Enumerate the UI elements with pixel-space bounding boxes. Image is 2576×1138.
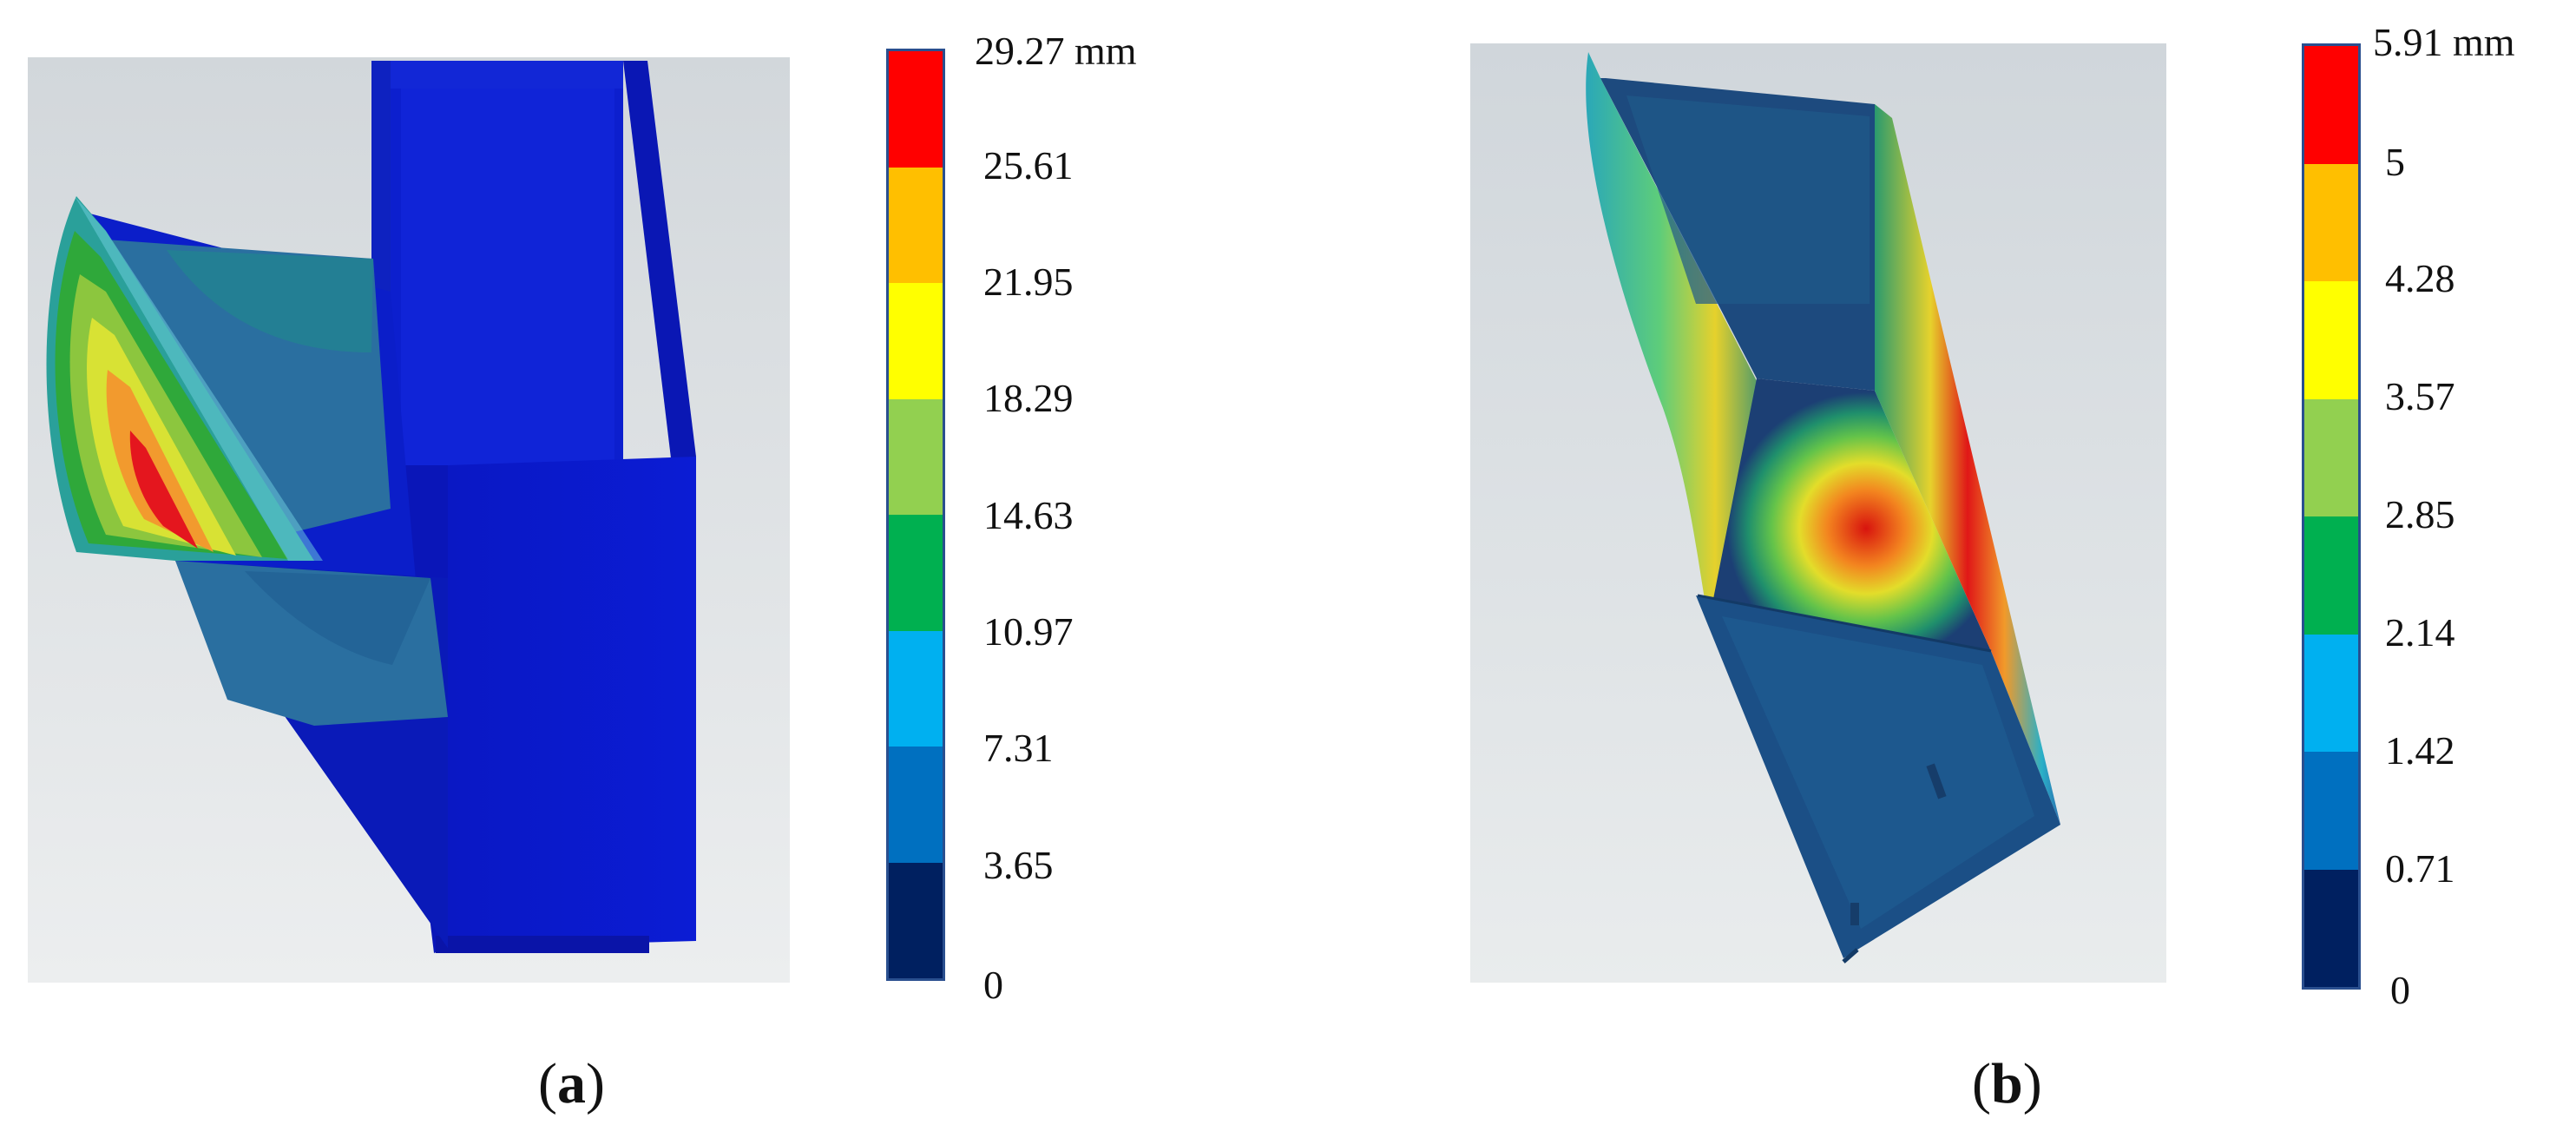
legend-a-max-label: 29.27 mm — [975, 29, 1137, 73]
legend-a-band — [889, 283, 943, 399]
panel-b-deformation-render — [1470, 43, 2166, 983]
panel-b-label: (b) — [1972, 1056, 2042, 1113]
legend-a-tick-label: 18.29 — [983, 376, 1074, 420]
legend-b-tick-label: 3.57 — [2385, 374, 2455, 418]
legend-b-tick-label: 4.28 — [2385, 256, 2455, 300]
legend-b-band — [2304, 398, 2358, 516]
legend-a-band — [889, 398, 943, 515]
legend-a-tick-label: 25.61 — [983, 143, 1074, 187]
legend-b-tick-label: 2.14 — [2385, 610, 2455, 655]
legend-b-tick-label: 5 — [2385, 140, 2405, 184]
panel-b-label-letter: b — [1990, 1052, 2023, 1115]
legend-b-max-label: 5.91 mm — [2373, 20, 2515, 64]
legend-b-band — [2304, 869, 2358, 987]
legend-a-band — [889, 515, 943, 631]
panel-a-label-open: ( — [538, 1052, 557, 1115]
legend-a-tick-label: 21.95 — [983, 260, 1074, 304]
legend-a-tick-label: 7.31 — [983, 726, 1054, 770]
legend-b-band — [2304, 634, 2358, 752]
legend-b-colorbar — [2302, 43, 2361, 990]
legend-b-band — [2304, 752, 2358, 870]
panel-b-label-open: ( — [1972, 1052, 1991, 1115]
legend-a-band — [889, 747, 943, 863]
panel-a-label-letter: a — [556, 1052, 586, 1115]
legend-a-tick-label: 3.65 — [983, 843, 1054, 887]
legend-a-tick-label: 10.97 — [983, 609, 1074, 654]
legend-b-band — [2304, 516, 2358, 635]
legend-b-tick-label: 1.42 — [2385, 728, 2455, 773]
panel-b-label-close: ) — [2022, 1052, 2042, 1115]
panel-a-deformation-render — [28, 57, 790, 983]
legend-a-band — [889, 862, 943, 978]
legend-a-band — [889, 51, 943, 168]
legend-a-colorbar — [886, 49, 945, 981]
panel-a-label-close: ) — [585, 1052, 605, 1115]
legend-a-tick-label: 0 — [983, 963, 1003, 1007]
legend-b-band — [2304, 163, 2358, 281]
legend-b-tick-label: 0.71 — [2385, 846, 2455, 891]
legend-b-tick-label: 2.85 — [2385, 492, 2455, 536]
legend-a-band — [889, 630, 943, 747]
legend-b-band — [2304, 281, 2358, 399]
legend-a-tick-label: 14.63 — [983, 493, 1074, 537]
legend-b-tick-label: 0 — [2390, 968, 2410, 1012]
legend-a-band — [889, 167, 943, 283]
legend-b-band — [2304, 46, 2358, 164]
panel-a-label: (a) — [538, 1056, 605, 1113]
